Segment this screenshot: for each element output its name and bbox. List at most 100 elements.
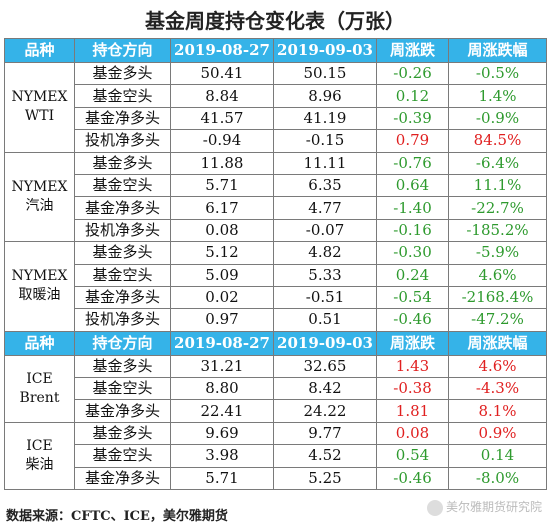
value-2019-09-03: 32.65	[273, 354, 377, 379]
value-2019-08-27: 5.09	[170, 263, 274, 287]
header-row: 品种 持仓方向 2019-08-27 2019-09-03 周涨跌 周涨跌幅	[4, 330, 547, 356]
watermark-text: 美尔雅期货研究院	[445, 500, 542, 514]
weekly-change: -0.39	[376, 106, 449, 131]
weekly-change: 0.12	[376, 84, 449, 108]
value-2019-09-03: -0.07	[273, 218, 377, 243]
position-direction: 基金净多头	[74, 399, 171, 423]
value-2019-09-03: 8.96	[273, 84, 377, 108]
value-2019-08-27: 6.17	[170, 196, 274, 220]
column-header: 品种	[4, 38, 75, 63]
weekly-change-pct: -6.4%	[448, 151, 547, 175]
table-row: ICE 柴油 基金多头 9.69 9.77 0.08 0.9%	[4, 421, 547, 491]
weekly-change-pct: 0.14	[448, 444, 547, 468]
value-2019-09-03: 5.33	[273, 263, 377, 287]
weekly-change-pct: 4.6%	[448, 354, 547, 379]
weekly-change-pct: 1.4%	[448, 84, 547, 108]
value-2019-08-27: 5.12	[170, 241, 274, 265]
value-2019-09-03: 8.42	[273, 377, 377, 401]
commodity-cell: ICE Brent	[4, 354, 75, 423]
value-2019-09-03: -0.15	[273, 129, 377, 153]
weekly-change-pct: -0.5%	[448, 61, 547, 86]
position-direction: 基金净多头	[74, 196, 171, 220]
value-2019-09-03: 0.51	[273, 308, 377, 332]
weekly-change-pct: -22.7%	[448, 196, 547, 220]
position-direction: 基金空头	[74, 173, 171, 198]
table-row: 基金空头 3.98 4.52 0.54 0.14	[5, 444, 547, 468]
table-row: NYMEX 取暖油 基金多头 5.12 4.82 -0.30 -5.9%	[4, 241, 547, 332]
position-direction: 基金净多头	[74, 466, 171, 491]
weekly-change: 1.81	[376, 399, 449, 423]
position-direction: 投机净多头	[74, 129, 171, 153]
commodity-exchange: NYMEX	[11, 89, 68, 106]
position-direction: 基金多头	[74, 151, 171, 175]
weekly-change-pct: -47.2%	[448, 308, 547, 332]
column-header: 持仓方向	[74, 330, 171, 356]
value-2019-08-27: -0.94	[170, 129, 274, 153]
commodity-cell: NYMEX WTI	[4, 62, 75, 153]
value-2019-09-03: 4.82	[273, 241, 377, 265]
weekly-change: 0.54	[376, 444, 449, 468]
weekly-change: -0.38	[376, 377, 449, 401]
value-2019-08-27: 0.02	[170, 285, 274, 310]
weekly-change: -0.26	[376, 61, 449, 86]
value-2019-08-27: 5.71	[170, 173, 274, 198]
column-header: 品种	[4, 330, 75, 356]
table-row: 基金空头 8.80 8.42 -0.38 -4.3%	[5, 377, 547, 401]
value-2019-09-03: 11.11	[273, 151, 377, 175]
commodity-name: 汽油	[25, 197, 54, 214]
value-2019-09-03: 4.52	[273, 444, 377, 468]
value-2019-08-27: 9.69	[170, 421, 274, 446]
watermark: 美尔雅期货研究院	[426, 498, 542, 516]
wechat-logo-icon	[426, 499, 443, 516]
value-2019-08-27: 8.80	[170, 377, 274, 401]
value-2019-08-27: 0.08	[170, 218, 274, 243]
value-2019-09-03: 41.19	[273, 106, 377, 131]
table-row: NYMEX WTI 基金多头 50.41 50.15 -0.26 -0.5%	[4, 61, 547, 153]
weekly-change-pct: 4.6%	[448, 263, 547, 287]
value-2019-08-27: 3.98	[170, 444, 274, 468]
value-2019-09-03: 6.35	[273, 173, 377, 198]
table-row: 基金净多头 6.17 4.77 -1.40 -22.7%	[5, 196, 547, 220]
weekly-change-pct: -4.3%	[448, 377, 547, 401]
weekly-change-pct: 0.9%	[448, 421, 547, 446]
position-direction: 基金多头	[74, 421, 171, 446]
commodity-name: 取暖油	[18, 287, 61, 304]
column-header: 周涨跌	[376, 330, 449, 356]
table-row: ICE Brent 基金多头 31.21 32.65 1.43 4.6%	[4, 354, 547, 423]
column-header: 周涨跌幅	[448, 330, 547, 356]
data-source-note: 数据来源：CFTC、ICE，美尔雅期货	[6, 509, 228, 524]
value-2019-08-27: 41.57	[170, 106, 274, 131]
value-2019-08-27: 8.84	[170, 84, 274, 108]
header-row: 品种 持仓方向 2019-08-27 2019-09-03 周涨跌 周涨跌幅	[4, 38, 547, 63]
position-direction: 基金空头	[74, 263, 171, 287]
commodity-name: 柴油	[25, 456, 54, 473]
column-header: 2019-09-03	[273, 38, 377, 63]
commodity-cell: NYMEX 汽油	[4, 151, 75, 243]
weekly-change: -0.16	[376, 218, 449, 243]
commodity-name: Brent	[19, 389, 60, 406]
table-title: 基金周度持仓变化表（万张）	[145, 9, 405, 33]
weekly-change-pct: -185.2%	[448, 218, 547, 243]
column-header: 2019-08-27	[170, 330, 274, 356]
position-direction: 投机净多头	[74, 218, 171, 243]
column-header: 周涨跌	[376, 38, 449, 63]
commodity-exchange: ICE	[26, 370, 53, 387]
weekly-change-pct: -0.9%	[448, 106, 547, 131]
weekly-change: 0.24	[376, 263, 449, 287]
weekly-change: -0.54	[376, 285, 449, 310]
commodity-exchange: NYMEX	[11, 268, 68, 285]
value-2019-08-27: 0.97	[170, 308, 274, 332]
position-direction: 基金多头	[74, 354, 171, 379]
commodity-cell: ICE 柴油	[4, 421, 75, 491]
weekly-change: -0.46	[376, 308, 449, 332]
weekly-change: 1.43	[376, 354, 449, 379]
weekly-change: 0.79	[376, 129, 449, 153]
table-row: 基金空头 5.09 5.33 0.24 4.6%	[5, 263, 547, 287]
value-2019-09-03: 5.25	[273, 466, 377, 491]
commodity-cell: NYMEX 取暖油	[4, 241, 75, 332]
value-2019-08-27: 11.88	[170, 151, 274, 175]
position-direction: 基金空头	[74, 377, 171, 401]
position-direction: 投机净多头	[74, 308, 171, 332]
commodity-name: WTI	[24, 108, 55, 125]
